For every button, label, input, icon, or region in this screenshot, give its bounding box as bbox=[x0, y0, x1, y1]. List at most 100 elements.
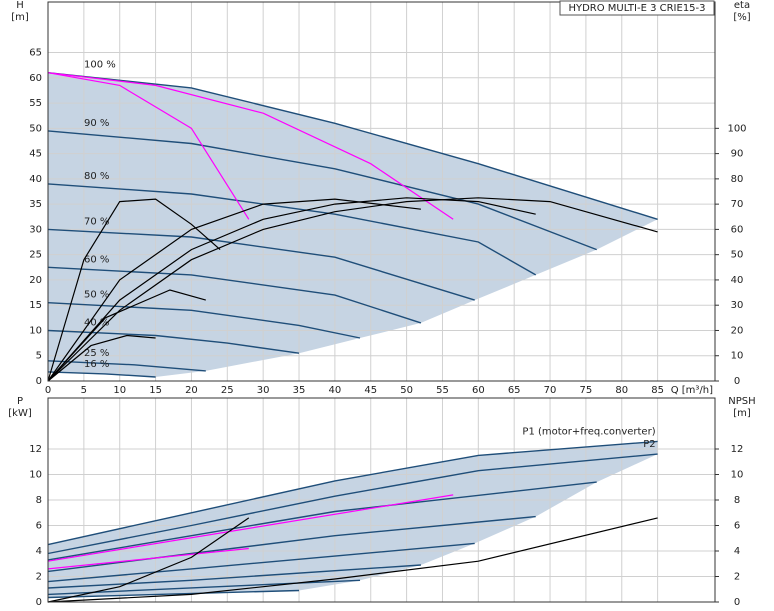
curve bbox=[47, 517, 658, 603]
x-tick-label: 60 bbox=[472, 385, 485, 396]
y-tick-label: 50 bbox=[29, 123, 42, 134]
y2-tick-label: 8 bbox=[734, 495, 740, 506]
y2-tick-label: 6 bbox=[734, 521, 740, 532]
y2-tick-label: 4 bbox=[734, 546, 740, 557]
y-tick-label: 8 bbox=[36, 495, 42, 506]
curve-label: 40 % bbox=[84, 317, 109, 328]
curve-label: P1 (motor+freq.converter) bbox=[522, 426, 655, 437]
y-tick-label: 2 bbox=[36, 572, 42, 583]
curve bbox=[47, 481, 597, 561]
curve-label: P2 bbox=[643, 439, 655, 450]
x-tick-label: 25 bbox=[221, 385, 234, 396]
curve bbox=[47, 334, 156, 382]
y2-tick-label: 60 bbox=[731, 224, 744, 235]
curve bbox=[47, 72, 250, 220]
x-tick-label: 45 bbox=[364, 385, 377, 396]
y-tick-label: 0 bbox=[36, 376, 42, 387]
curve bbox=[47, 329, 300, 354]
curve-label: 90 % bbox=[84, 118, 109, 129]
curve bbox=[47, 542, 475, 583]
y-tick-label: 60 bbox=[29, 73, 42, 84]
y-tick-label: 6 bbox=[36, 521, 42, 532]
y2-tick-label: 80 bbox=[731, 174, 744, 185]
curve-label: 25 % bbox=[84, 348, 109, 359]
x-tick-label: 55 bbox=[436, 385, 449, 396]
y-tick-label: 12 bbox=[29, 444, 42, 455]
curve bbox=[47, 579, 361, 596]
curve-label: 80 % bbox=[84, 171, 109, 182]
y2-tick-label: 90 bbox=[731, 149, 744, 160]
y2-tick-label: 10 bbox=[731, 351, 744, 362]
curve bbox=[47, 198, 421, 382]
y-tick-label: 15 bbox=[29, 300, 42, 311]
x-axis-label: Q [m³/h] bbox=[671, 385, 713, 396]
x-tick-label: 10 bbox=[113, 385, 126, 396]
curve bbox=[47, 453, 658, 555]
operating-area bbox=[48, 441, 658, 598]
y2-tick-label: 0 bbox=[734, 376, 740, 387]
y-axis-unit: [m] bbox=[11, 12, 29, 23]
curve bbox=[47, 197, 658, 382]
x-tick-label: 30 bbox=[257, 385, 270, 396]
curve bbox=[47, 494, 454, 562]
title-box bbox=[559, 0, 715, 16]
y2-tick-label: 100 bbox=[727, 123, 746, 134]
y2-tick-label: 10 bbox=[731, 470, 744, 481]
y2-axis-label: eta bbox=[734, 0, 750, 11]
y2-tick-label: 70 bbox=[731, 199, 744, 210]
y-tick-label: 55 bbox=[29, 98, 42, 109]
y-tick-label: 4 bbox=[36, 546, 42, 557]
x-tick-label: 70 bbox=[544, 385, 557, 396]
curve bbox=[47, 72, 454, 220]
y-tick-label: 40 bbox=[29, 174, 42, 185]
x-tick-label: 75 bbox=[580, 385, 593, 396]
y2-axis-unit: [%] bbox=[733, 12, 750, 23]
curve bbox=[47, 183, 537, 276]
y2-tick-label: 50 bbox=[731, 250, 744, 261]
plot-frame bbox=[47, 397, 716, 603]
y-axis-unit: [kW] bbox=[8, 408, 32, 419]
x-tick-label: 80 bbox=[615, 385, 628, 396]
curve-label: 60 % bbox=[84, 254, 109, 265]
x-tick-label: 5 bbox=[81, 385, 87, 396]
curve bbox=[47, 371, 156, 378]
y-axis-label: P bbox=[17, 396, 23, 407]
x-tick-label: 65 bbox=[508, 385, 521, 396]
x-tick-label: 15 bbox=[149, 385, 162, 396]
y2-tick-label: 2 bbox=[734, 572, 740, 583]
curve bbox=[47, 515, 536, 573]
curve-label: 16 % bbox=[84, 359, 109, 370]
curve bbox=[47, 197, 536, 382]
x-tick-label: 50 bbox=[400, 385, 413, 396]
y2-tick-label: 40 bbox=[731, 275, 744, 286]
x-tick-label: 35 bbox=[293, 385, 306, 396]
curve bbox=[47, 72, 658, 220]
x-tick-label: 40 bbox=[329, 385, 342, 396]
x-tick-label: 0 bbox=[45, 385, 51, 396]
curve bbox=[47, 198, 221, 382]
y-tick-label: 45 bbox=[29, 149, 42, 160]
curve bbox=[47, 289, 206, 382]
y-tick-label: 5 bbox=[36, 351, 42, 362]
chart-title: HYDRO MULTI-E 3 CRIE15-3 bbox=[568, 3, 705, 14]
y-tick-label: 35 bbox=[29, 199, 42, 210]
y2-tick-label: 12 bbox=[731, 444, 744, 455]
y2-tick-label: 0 bbox=[734, 597, 740, 608]
curve bbox=[47, 564, 421, 589]
curve bbox=[47, 517, 250, 603]
curve bbox=[47, 302, 361, 339]
curve-label: 100 % bbox=[84, 60, 116, 71]
curve bbox=[47, 589, 300, 599]
operating-area bbox=[48, 72, 658, 377]
x-tick-label: 85 bbox=[651, 385, 664, 396]
x-tick-label: 20 bbox=[185, 385, 198, 396]
y2-tick-label: 30 bbox=[731, 300, 744, 311]
y2-axis-unit: [m] bbox=[733, 408, 751, 419]
curve bbox=[47, 547, 249, 570]
curve bbox=[47, 228, 475, 301]
y-tick-label: 10 bbox=[29, 325, 42, 336]
y-tick-label: 25 bbox=[29, 250, 42, 261]
y2-axis-label: NPSH bbox=[728, 396, 755, 407]
y-tick-label: 20 bbox=[29, 275, 42, 286]
